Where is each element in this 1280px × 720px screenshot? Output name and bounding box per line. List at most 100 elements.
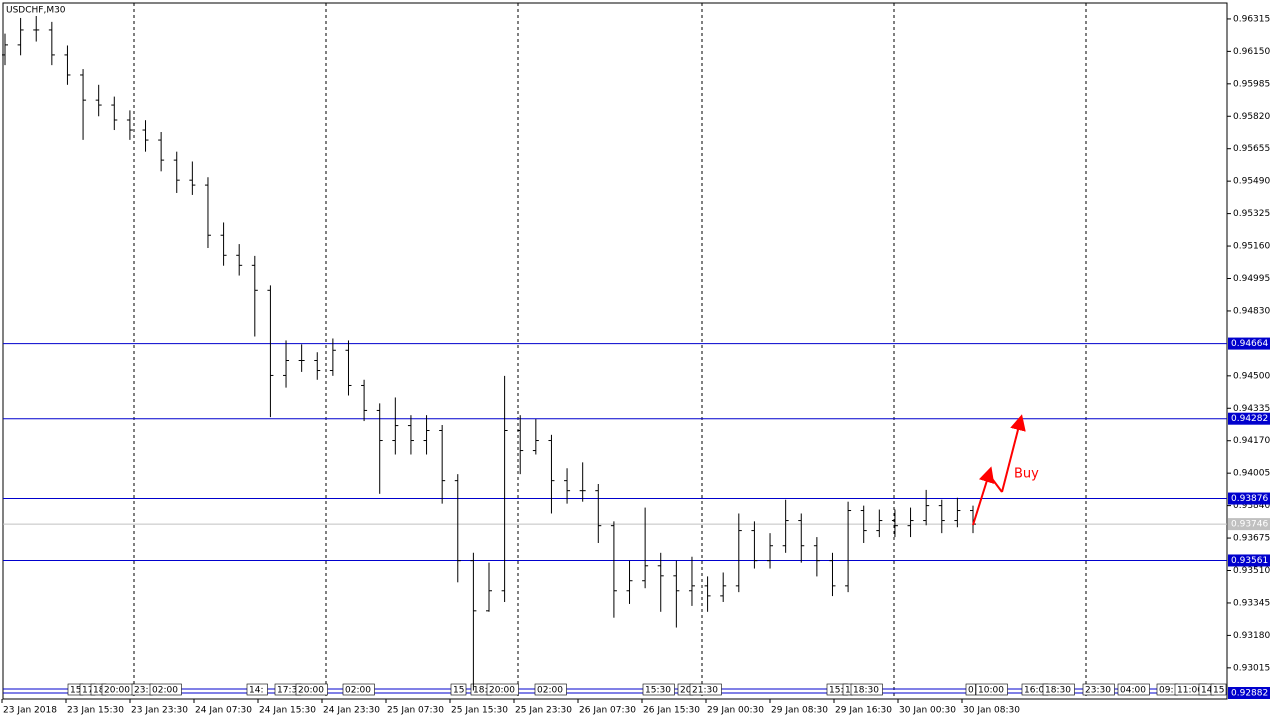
time-marker: 18:30 — [853, 686, 879, 696]
y-tick-label: 0.93840 — [1233, 501, 1270, 511]
y-tick-label: 0.96150 — [1233, 47, 1270, 57]
x-tick-label: 23 Jan 15:30 — [67, 706, 124, 716]
x-tick-label: 30 Jan 00:30 — [899, 706, 956, 716]
plot-frame — [2, 2, 1228, 700]
time-marker-box — [246, 683, 268, 696]
level-label: 0.94664 — [1231, 339, 1268, 349]
y-tick-label: 0.94995 — [1233, 274, 1270, 284]
annotation: Buy — [1014, 467, 1039, 482]
time-marker: 18: — [473, 686, 487, 696]
y-tick-label: 0.95820 — [1233, 112, 1270, 122]
x-tick-label: 25 Jan 07:30 — [387, 706, 444, 716]
time-marker: 14 — [1201, 686, 1213, 696]
time-marker-box — [975, 683, 1008, 696]
y-tick-label: 0.93015 — [1233, 663, 1270, 673]
time-marker: 1 — [845, 686, 851, 696]
y-tick-label: 0.93510 — [1233, 566, 1270, 576]
time-marker: 15: — [829, 686, 843, 696]
x-tick-label: 29 Jan 16:30 — [835, 706, 892, 716]
time-marker: 20:00 — [298, 686, 324, 696]
x-tick-label: 25 Jan 15:30 — [451, 706, 508, 716]
level-label: 0.94282 — [1231, 414, 1268, 424]
x-tick-label: 26 Jan 07:30 — [579, 706, 636, 716]
y-tick-label: 0.94335 — [1233, 404, 1270, 414]
y-tick-label: 0.95490 — [1233, 177, 1270, 187]
time-marker-box — [295, 683, 328, 696]
y-tick-label: 0.95985 — [1233, 79, 1270, 89]
time-marker-box — [1082, 683, 1115, 696]
time-marker: 18 — [93, 686, 105, 696]
y-tick-label: 0.93345 — [1233, 598, 1270, 608]
time-marker: 14: — [249, 686, 263, 696]
time-marker-box — [149, 683, 182, 696]
x-tick-label: 24 Jan 07:30 — [195, 706, 252, 716]
y-tick-label: 0.95160 — [1233, 242, 1270, 252]
y-tick-label: 0.93180 — [1233, 631, 1270, 641]
time-marker-box — [450, 683, 467, 696]
arrow — [989, 475, 1003, 493]
time-marker-box — [965, 683, 976, 696]
y-tick-label: 0.93675 — [1233, 534, 1270, 544]
time-marker: 23:30 — [1085, 686, 1111, 696]
y-tick-label: 0.94005 — [1233, 469, 1270, 479]
time-marker: 20:00 — [104, 686, 130, 696]
time-marker-box — [342, 683, 375, 696]
time-marker-box — [850, 683, 883, 696]
x-tick-label: 29 Jan 00:30 — [707, 706, 764, 716]
time-marker: 15 — [453, 686, 464, 696]
y-tick-label: 0.95325 — [1233, 209, 1270, 219]
y-tick-label: 0.96315 — [1233, 14, 1270, 24]
time-marker-box — [534, 683, 567, 696]
chart-title: USDCHF,M30 — [6, 6, 66, 16]
time-marker-box — [642, 683, 675, 696]
arrow — [972, 466, 995, 526]
time-marker: 15 — [1213, 686, 1224, 696]
x-tick-label: 24 Jan 15:30 — [259, 706, 316, 716]
time-marker: 02:00 — [152, 686, 178, 696]
time-marker-box — [1117, 683, 1150, 696]
time-marker: 10:00 — [978, 686, 1004, 696]
current-price-label: 0.93746 — [1231, 520, 1268, 530]
time-marker: 23: — [134, 686, 148, 696]
time-marker-box — [1210, 683, 1227, 696]
time-marker: 15:30 — [645, 686, 671, 696]
time-marker-box — [1042, 683, 1075, 696]
bottom-tag — [1228, 687, 1270, 699]
arrow — [1001, 414, 1026, 493]
level-tag — [1228, 492, 1270, 505]
time-marker-box — [486, 683, 519, 696]
time-marker: 11:00 — [1177, 686, 1203, 696]
time-marker: 17 — [82, 686, 93, 696]
time-marker: 02:00 — [345, 686, 371, 696]
level-label: 0.93561 — [1231, 556, 1268, 566]
time-marker: 16:0 — [1024, 686, 1044, 696]
time-marker: 18:30 — [1045, 686, 1071, 696]
x-tick-label: 23 Jan 23:30 — [131, 706, 188, 716]
level-tag — [1228, 412, 1270, 425]
day-separators — [133, 3, 1087, 699]
x-tick-label: 23 Jan 2018 — [3, 706, 57, 716]
time-marker: 09: — [1159, 686, 1173, 696]
x-tick-label: 30 Jan 08:30 — [963, 706, 1020, 716]
time-marker: 20:00 — [489, 686, 515, 696]
time-marker: 15 — [70, 686, 81, 696]
time-marker: 04:00 — [1120, 686, 1146, 696]
y-tick-label: 0.94170 — [1233, 436, 1270, 446]
time-marker-box — [689, 683, 722, 696]
level-tag — [1228, 337, 1270, 350]
x-tick-label: 29 Jan 08:30 — [771, 706, 828, 716]
level-label: 0.93876 — [1231, 494, 1268, 504]
bottom-label: 0.92882 — [1231, 689, 1268, 699]
x-tick-label: 26 Jan 15:30 — [643, 706, 700, 716]
level-tag — [1228, 554, 1270, 567]
time-marker: 17:3 — [277, 686, 297, 696]
current-price-tag — [1228, 518, 1270, 531]
time-marker: 20 — [680, 686, 692, 696]
y-tick-label: 0.94500 — [1233, 371, 1270, 381]
time-marker: 21:30 — [692, 686, 718, 696]
time-marker: 02:00 — [537, 686, 563, 696]
y-tick-label: 0.94830 — [1233, 306, 1270, 316]
time-marker: 0 — [968, 686, 974, 696]
x-tick-label: 25 Jan 23:30 — [515, 706, 572, 716]
